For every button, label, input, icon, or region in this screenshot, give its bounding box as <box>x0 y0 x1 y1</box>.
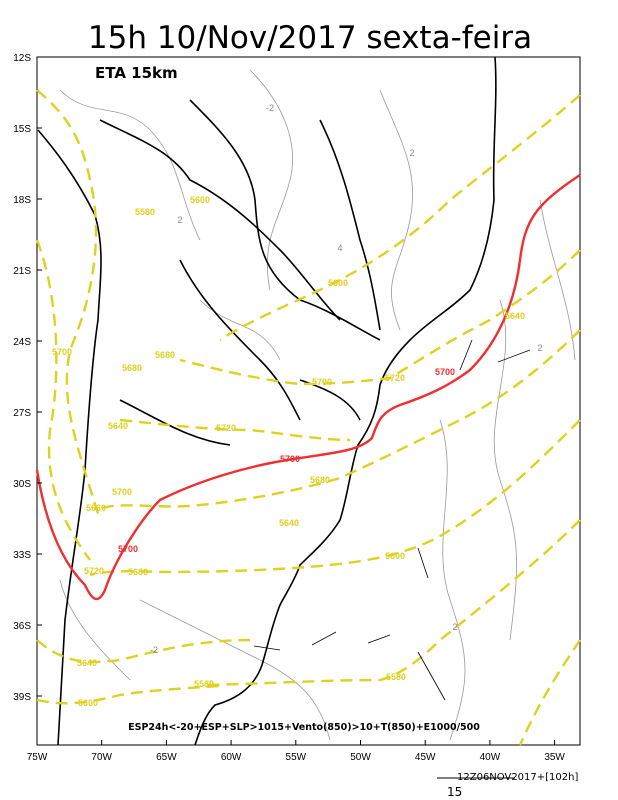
lon-label: 45W <box>415 752 436 763</box>
red-contour-label: 5700 <box>280 454 300 464</box>
footer-run: 12Z06NOV2017+[102h] <box>457 772 578 783</box>
lat-label: 18S <box>13 195 31 206</box>
gray-contour-label: 2 <box>537 343 542 353</box>
lon-label: 55W <box>286 752 307 763</box>
red-contour-label: 5700 <box>118 544 138 554</box>
yellow-contour-label: 5680 <box>128 567 148 577</box>
lon-label: 50W <box>350 752 371 763</box>
lat-label: 27S <box>13 408 31 419</box>
yellow-contour-label: 5580 <box>135 207 155 217</box>
lat-label: 30S <box>13 479 31 490</box>
gray-contour-label: -2 <box>150 645 158 655</box>
yellow-contour-label: 5600 <box>190 195 210 205</box>
red-contour-5700 <box>35 174 581 601</box>
yellow-contour-label: 5600 <box>78 698 98 708</box>
lat-label: 12S <box>13 53 31 64</box>
gray-contour-label: 2 <box>177 215 182 225</box>
yellow-contour-label: 5700 <box>312 377 332 387</box>
yellow-contour-label: 5720 <box>385 373 405 383</box>
yellow-contour-label: 5700 <box>112 487 132 497</box>
lon-label: 75W <box>27 752 48 763</box>
lon-label: 70W <box>91 752 112 763</box>
lon-label: 40W <box>480 752 501 763</box>
gray-contour-label: 4 <box>337 243 342 253</box>
yellow-contour-label: 5680 <box>122 363 142 373</box>
footer-scale: 15 <box>447 785 462 799</box>
map-title: 15h 10/Nov/2017 sexta-feira <box>88 20 532 56</box>
yellow-contour-label: 5640 <box>505 311 525 321</box>
yellow-contour-label: 5700 <box>52 347 72 357</box>
yellow-contour-label: 5640 <box>108 421 128 431</box>
lon-label: 35W <box>544 752 565 763</box>
caption: ESP24h<-20+ESP+SLP>1015+Vento(850)>10+T(… <box>128 722 480 733</box>
yellow-contour-label: 5660 <box>86 503 106 513</box>
map-frame <box>36 56 581 746</box>
yellow-contour-label: 5720 <box>84 566 104 576</box>
lon-label: 65W <box>156 752 177 763</box>
coastlines <box>37 56 497 746</box>
yellow-contour-label: 5600 <box>328 278 348 288</box>
lat-label: 39S <box>13 692 31 703</box>
lat-label: 24S <box>13 337 31 348</box>
yellow-contour-label: 5580 <box>386 672 406 682</box>
gray-contour-label: -2 <box>266 103 274 113</box>
yellow-contours <box>35 89 581 746</box>
yellow-contour-label: 5680 <box>310 475 330 485</box>
gray-contour-label: 2 <box>452 622 457 632</box>
yellow-contour-label: 5640 <box>77 658 97 668</box>
red-contour-label: 5700 <box>435 367 455 377</box>
lat-label: 33S <box>13 550 31 561</box>
lat-label: 15S <box>13 124 31 135</box>
lat-label: 36S <box>13 621 31 632</box>
yellow-contour-label: 5720 <box>216 423 236 433</box>
gray-contour-label: 2 <box>409 148 414 158</box>
yellow-contour-label: 5580 <box>194 679 214 689</box>
model-label: ETA 15km <box>95 64 178 82</box>
lat-label: 21S <box>13 266 31 277</box>
lon-label: 60W <box>221 752 242 763</box>
yellow-contour-label: 5680 <box>155 350 175 360</box>
wind-vectors <box>253 339 531 701</box>
yellow-contour-label: 5640 <box>279 518 299 528</box>
yellow-contour-label: 5600 <box>385 551 405 561</box>
